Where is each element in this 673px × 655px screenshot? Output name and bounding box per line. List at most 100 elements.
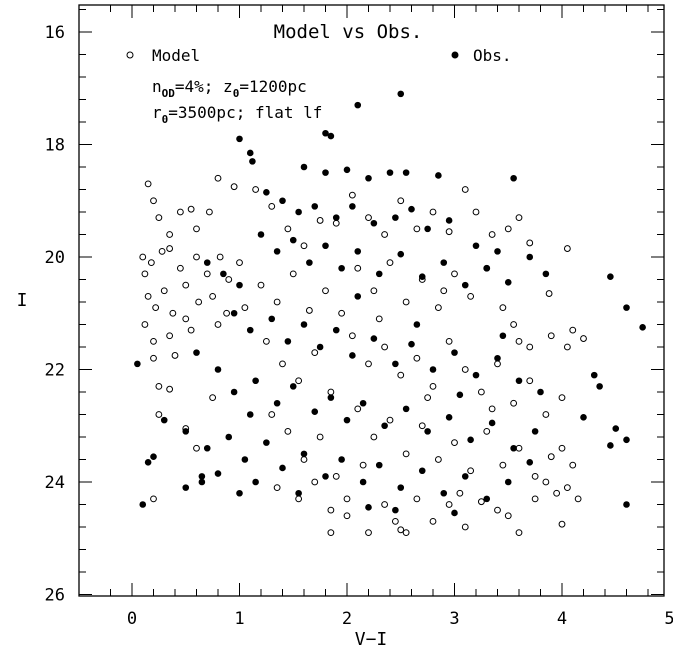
model-point [477, 388, 485, 396]
obs-point [252, 478, 259, 486]
model-point [284, 427, 292, 435]
x-tick-label: 2 [342, 609, 352, 629]
y-tick-label: 20 [45, 248, 65, 268]
model-point [461, 366, 469, 373]
model-point [284, 225, 292, 233]
obs-point [424, 428, 431, 435]
y-axis-label: I [17, 290, 28, 311]
obs-point [472, 371, 480, 379]
obs-point [580, 414, 587, 421]
model-point [574, 495, 582, 503]
model-point [494, 360, 501, 368]
model-point [429, 382, 437, 390]
obs-point [542, 270, 550, 278]
model-point [526, 239, 534, 247]
obs-point [198, 478, 206, 486]
model-point [402, 450, 410, 458]
obs-point [488, 419, 496, 427]
model-point [300, 456, 308, 463]
model-point [488, 405, 496, 413]
model-point [467, 467, 475, 475]
obs-point [365, 174, 372, 182]
model-point [445, 501, 453, 508]
obs-point [343, 166, 351, 174]
model-point [160, 287, 168, 295]
obs-point [392, 360, 399, 368]
obs-point [590, 371, 598, 379]
obs-point [445, 414, 453, 421]
obs-point [279, 197, 286, 205]
obs-point [257, 231, 265, 238]
model-point [424, 394, 432, 402]
obs-point [445, 217, 453, 224]
model-point [510, 399, 518, 407]
obs-point [198, 473, 206, 480]
obs-point [338, 264, 345, 272]
obs-point [311, 203, 319, 210]
model-point [147, 259, 155, 267]
obs-point [300, 321, 308, 328]
model-point [569, 461, 577, 469]
model-point [144, 180, 152, 188]
model-point [187, 205, 195, 213]
obs-point [504, 279, 512, 286]
obs-point [160, 416, 168, 424]
chart-title: Model vs Obs. [274, 21, 423, 43]
obs-point [182, 484, 190, 491]
model-point [230, 183, 238, 191]
x-tick-label: 1 [234, 609, 244, 629]
model-point [526, 377, 534, 385]
model-point [348, 191, 356, 199]
model-point [236, 259, 243, 267]
model-point [209, 292, 217, 300]
model-point [150, 495, 157, 503]
obs-point [343, 416, 351, 424]
model-point [354, 264, 362, 272]
model-point [461, 523, 469, 531]
obs-point [322, 169, 329, 176]
obs-point [607, 273, 614, 280]
model-point [273, 298, 281, 306]
obs-point [311, 408, 319, 415]
model-point [558, 394, 566, 402]
model-point [139, 253, 147, 261]
model-point [150, 337, 157, 345]
obs-point [252, 377, 259, 385]
model-point [381, 231, 389, 238]
obs-point [349, 203, 356, 210]
obs-point [139, 501, 147, 508]
obs-point [263, 439, 270, 446]
model-point [289, 270, 297, 278]
model-point [169, 309, 177, 317]
model-point [547, 453, 555, 461]
model-point [365, 360, 372, 368]
obs-point [461, 281, 469, 289]
model-point [381, 501, 389, 508]
obs-point [230, 309, 238, 317]
model-point [171, 352, 179, 359]
model-point [467, 292, 475, 300]
model-point [354, 405, 362, 413]
x-tick-label: 4 [557, 609, 567, 629]
annotation-line-1: nOD=4%; z0=1200pc [152, 77, 307, 100]
obs-point [322, 129, 329, 137]
model-point [182, 281, 190, 289]
model-point [445, 337, 453, 345]
model-point [206, 208, 213, 216]
model-point [547, 332, 555, 340]
obs-point [639, 324, 646, 331]
obs-point [408, 205, 415, 213]
obs-point [354, 101, 362, 109]
legend-obs-label: Obs. [473, 46, 512, 65]
obs-point [467, 436, 474, 444]
model-point [195, 298, 203, 306]
obs-point [451, 349, 458, 356]
obs-point [494, 248, 501, 255]
obs-point [456, 391, 464, 399]
model-point [413, 495, 421, 503]
model-point [332, 472, 340, 480]
model-point [402, 529, 410, 537]
model-point [370, 287, 378, 295]
model-point [477, 498, 485, 506]
